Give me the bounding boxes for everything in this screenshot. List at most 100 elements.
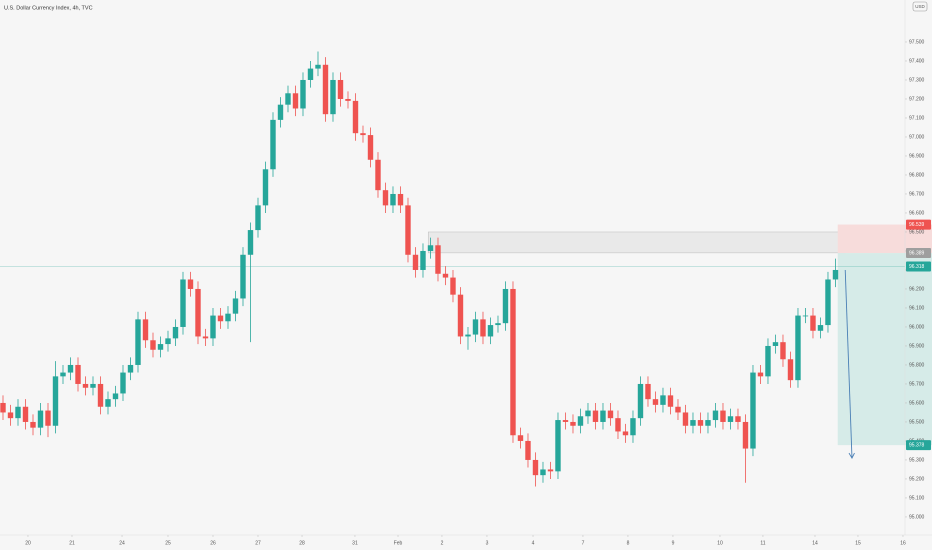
candle-body <box>697 420 704 426</box>
candle-body <box>825 279 831 326</box>
candle-body <box>427 245 434 251</box>
candle-body <box>292 93 299 109</box>
candle-body <box>405 205 411 255</box>
zone <box>427 231 846 254</box>
price-label: 96.389 <box>909 250 925 256</box>
candle-body <box>540 469 546 476</box>
chart-title: U.S. Dollar Currency Index, 4h, TVC <box>4 5 93 11</box>
candle-body <box>382 190 389 206</box>
candle-body <box>7 412 14 419</box>
candle-body <box>360 133 366 136</box>
arrow-head <box>848 452 855 459</box>
candle-body <box>172 326 179 339</box>
candle-body <box>465 334 471 337</box>
price-label-box <box>906 261 931 272</box>
candle-body <box>637 383 644 419</box>
candle-body <box>780 342 786 360</box>
x-tick-label: 20 <box>25 540 31 546</box>
candle-body <box>712 410 719 421</box>
x-tick-label: 24 <box>119 540 125 546</box>
candle-body <box>652 399 659 405</box>
y-tick-label: 95.500 <box>909 419 925 425</box>
candle-body <box>600 410 606 422</box>
candle-body <box>217 315 224 322</box>
y-tick-label: 95.900 <box>909 343 925 349</box>
candle-body <box>525 440 531 460</box>
x-tick-label: 8 <box>627 540 630 546</box>
candle-body <box>787 359 794 381</box>
y-tick-label: 95.600 <box>909 400 925 406</box>
candle-body <box>765 345 771 377</box>
candle-body <box>495 323 501 326</box>
price-label: 95.378 <box>909 442 925 448</box>
candle-body <box>330 79 336 115</box>
candle-body <box>795 315 801 381</box>
candle-body <box>757 372 764 377</box>
y-tick-label: 96.200 <box>909 286 925 292</box>
x-tick-label: 11 <box>760 540 765 546</box>
x-tick-label: 14 <box>812 540 818 546</box>
candle-body <box>15 406 21 419</box>
candle-body <box>240 254 246 299</box>
candle-body <box>180 279 186 327</box>
candle-body <box>412 254 419 270</box>
candle-body <box>772 342 779 346</box>
y-tick-label: 96.000 <box>909 324 925 330</box>
candle-body <box>127 364 134 373</box>
candle-body <box>667 395 674 407</box>
y-tick-label: 97.100 <box>909 115 925 121</box>
candle-body <box>307 68 314 80</box>
candle-body <box>90 383 96 388</box>
candle-body <box>157 344 164 350</box>
y-tick-label: 96.900 <box>909 153 925 159</box>
price-label-box <box>906 219 931 230</box>
x-tick-label: 7 <box>582 540 585 546</box>
candle-body <box>585 410 591 417</box>
x-tick-label: 25 <box>165 540 171 546</box>
candle-body <box>630 418 636 436</box>
candle-body <box>232 298 239 314</box>
candle-body <box>67 364 74 373</box>
y-tick-label: 95.100 <box>909 495 925 501</box>
candle-body <box>457 294 464 337</box>
y-tick-label: 96.500 <box>909 229 925 235</box>
candle-body <box>150 340 156 350</box>
candle-body <box>420 250 426 270</box>
candle-body <box>735 416 741 422</box>
candle-body <box>750 372 756 449</box>
candle-body <box>52 376 59 426</box>
price-label-box <box>906 440 931 451</box>
y-tick-label: 95.700 <box>909 381 925 387</box>
candle-body <box>75 364 81 384</box>
candle-body <box>187 279 194 289</box>
candle-body <box>37 410 44 428</box>
candle-body <box>22 406 29 422</box>
candle-body <box>607 410 614 419</box>
candle-body <box>622 431 629 436</box>
candle-body <box>705 420 711 426</box>
currency[interactable]: USD <box>915 4 925 9</box>
x-tick-label: 9 <box>672 540 675 546</box>
price-label: 96.539 <box>909 222 925 228</box>
candle-body <box>510 288 516 436</box>
y-tick-label: 97.300 <box>909 77 925 83</box>
y-tick-label: 95.200 <box>909 476 925 482</box>
candle-body <box>300 79 306 109</box>
y-tick-label: 97.400 <box>909 58 925 64</box>
price-label: 96.318 <box>909 264 925 270</box>
candle-body <box>210 315 216 339</box>
candle-body <box>690 420 696 426</box>
candle-body <box>322 64 329 115</box>
y-tick-label: 95.300 <box>909 457 925 463</box>
currency-box[interactable] <box>912 1 928 12</box>
candle-body <box>247 230 254 255</box>
candle-body <box>397 193 404 206</box>
candle-body <box>450 277 456 295</box>
candle-body <box>817 325 824 331</box>
candle-body <box>30 421 36 428</box>
candle-body <box>562 420 569 422</box>
x-tick-label: 31 <box>352 540 358 546</box>
